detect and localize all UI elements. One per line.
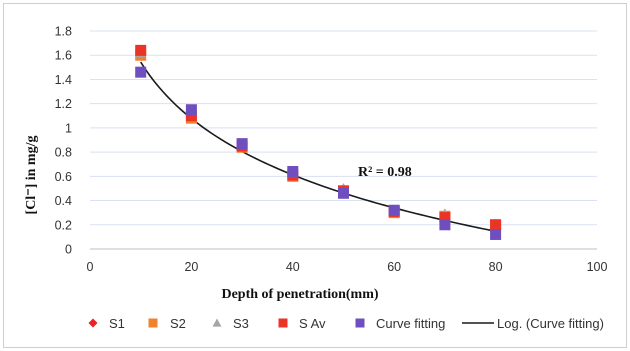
- data-point: [236, 138, 248, 150]
- x-tick-label: 80: [489, 260, 503, 274]
- y-tick-label: 0: [65, 243, 72, 257]
- x-tick-label: 40: [286, 260, 300, 274]
- y-tick-label: 0.4: [55, 194, 72, 208]
- legend: S1 S2 S3 S Av Curve fitting Log. (Curve fitti…: [88, 316, 604, 331]
- legend-label: S3: [233, 316, 249, 331]
- legend-label: Curve fitting: [376, 316, 445, 331]
- y-tick-label: 1.6: [55, 49, 72, 63]
- data-point: [338, 187, 349, 199]
- r-squared-annotation: R² = 0.98: [358, 165, 412, 180]
- y-tick-labels: 0 0.2 0.4 0.6 0.8 1 1.2 1.4 1.6 1.8: [55, 25, 72, 257]
- series-curve-fitting: [135, 66, 502, 240]
- series-s3: [135, 47, 502, 230]
- chart-frame: [3, 3, 627, 348]
- legend-marker: [88, 318, 98, 328]
- y-tick-label: 1.2: [55, 97, 72, 111]
- trendline: [140, 61, 496, 233]
- x-tick-label: 100: [587, 260, 608, 274]
- legend-marker: [278, 318, 288, 328]
- y-axis-title: [Cl⁻] in mg/g: [24, 136, 39, 215]
- legend-label: Log. (Curve fitting): [497, 316, 604, 331]
- data-point: [185, 110, 197, 122]
- data-point: [439, 212, 451, 224]
- series-s2: [135, 49, 502, 231]
- y-tick-label: 1.8: [55, 25, 72, 39]
- legend-marker: [355, 318, 365, 328]
- data-point: [439, 219, 451, 231]
- y-tick-label: 0.6: [55, 170, 72, 184]
- series-s-av: [135, 44, 502, 231]
- legend-label: S1: [109, 316, 125, 331]
- y-tick-label: 0.8: [55, 146, 72, 160]
- legend-marker: [148, 318, 158, 328]
- data-points: [135, 44, 502, 240]
- data-point: [135, 66, 147, 78]
- data-point: [490, 228, 502, 240]
- x-axis-title: Depth of penetration(mm): [221, 287, 378, 302]
- data-point: [287, 165, 299, 177]
- y-tick-label: 1: [65, 121, 72, 135]
- series-s1: [135, 47, 501, 231]
- x-tick-labels: 0 20 40 60 80 100: [87, 260, 608, 274]
- x-tick-label: 60: [387, 260, 401, 274]
- data-point: [185, 104, 197, 116]
- log-trendline: [140, 61, 496, 233]
- gridlines: [90, 30, 597, 226]
- y-tick-label: 1.4: [55, 73, 72, 87]
- data-point: [388, 204, 400, 216]
- legend-marker: [212, 318, 222, 327]
- x-tick-label: 20: [184, 260, 198, 274]
- data-point: [490, 219, 502, 231]
- y-tick-label: 0.2: [55, 218, 72, 232]
- x-tick-label: 0: [87, 260, 94, 274]
- legend-label: S Av: [299, 316, 326, 331]
- legend-label: S2: [170, 316, 186, 331]
- data-point: [135, 44, 147, 56]
